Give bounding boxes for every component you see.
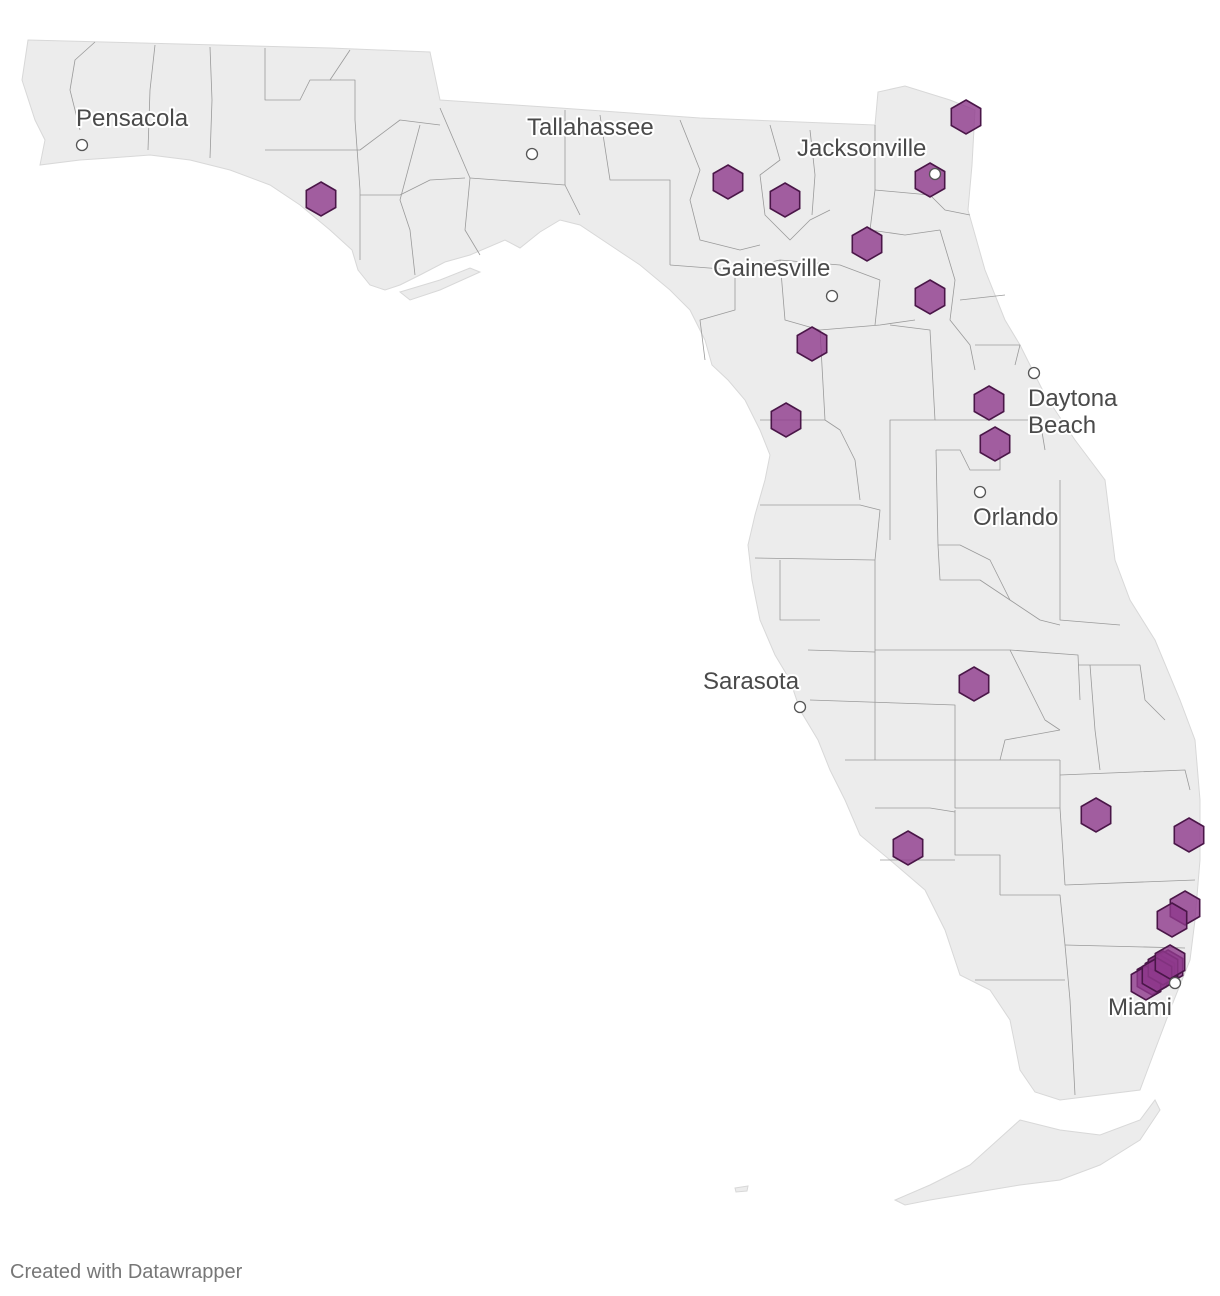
hexagon-marker-icon[interactable]	[973, 385, 1005, 421]
city-label-tallahassee: Tallahassee	[527, 114, 654, 141]
hexagon-markers	[305, 99, 1205, 1001]
florida-map: Pensacola Tallahassee Jacksonville Gaine…	[21, 39, 1205, 1206]
city-label-beach: Beach	[1028, 412, 1096, 439]
city-label-orlando: Orlando	[973, 504, 1058, 531]
hexagon-marker-icon[interactable]	[1154, 944, 1186, 980]
st-george-island	[398, 267, 482, 301]
hexagon-marker-icon[interactable]	[769, 182, 801, 218]
hexagon-marker-icon[interactable]	[979, 426, 1011, 462]
keys-fragment	[734, 1185, 749, 1193]
hexagon-marker-icon[interactable]	[914, 279, 946, 315]
hexagon-marker-icon[interactable]	[1080, 797, 1112, 833]
city-label-daytona: Daytona	[1028, 385, 1118, 412]
city-label-sarasota: Sarasota	[703, 668, 800, 695]
city-dot-jacksonville	[928, 167, 942, 181]
hexagon-marker-icon[interactable]	[796, 326, 828, 362]
city-dot-miami	[1168, 976, 1182, 990]
hexagon-marker-icon[interactable]	[851, 226, 883, 262]
city-markers: Pensacola Tallahassee Jacksonville Gaine…	[74, 103, 1174, 1023]
city-dot-orlando	[973, 485, 987, 499]
city-label-miami: Miami	[1108, 994, 1172, 1021]
city-dots-overlay	[928, 167, 1182, 990]
hexagon-marker-icon[interactable]	[770, 402, 802, 438]
hexagon-marker-icon[interactable]	[1156, 902, 1188, 938]
city-label-jacksonville: Jacksonville	[797, 135, 926, 162]
datawrapper-credit[interactable]: Created with Datawrapper	[10, 1261, 243, 1283]
city-dot-pensacola	[75, 138, 89, 152]
hexagon-marker-icon[interactable]	[305, 181, 337, 217]
hexagon-marker-icon[interactable]	[950, 99, 982, 135]
city-dot-gainesville	[825, 289, 839, 303]
city-label-gainesville: Gainesville	[713, 255, 830, 282]
city-label-pensacola: Pensacola	[76, 105, 189, 132]
city-dot-sarasota	[793, 700, 807, 714]
state-shape	[21, 39, 1201, 1206]
hexagon-marker-icon[interactable]	[892, 830, 924, 866]
hexagon-marker-icon[interactable]	[914, 162, 946, 198]
hexagon-marker-icon[interactable]	[1173, 817, 1205, 853]
county-boundaries	[69, 41, 1196, 1096]
city-dot-daytona-beach	[1027, 366, 1041, 380]
hexagon-marker-icon[interactable]	[712, 164, 744, 200]
florida-land	[21, 39, 1201, 1101]
florida-keys	[893, 1099, 1161, 1206]
hexagon-marker-icon[interactable]	[958, 666, 990, 702]
city-dot-tallahassee	[525, 147, 539, 161]
